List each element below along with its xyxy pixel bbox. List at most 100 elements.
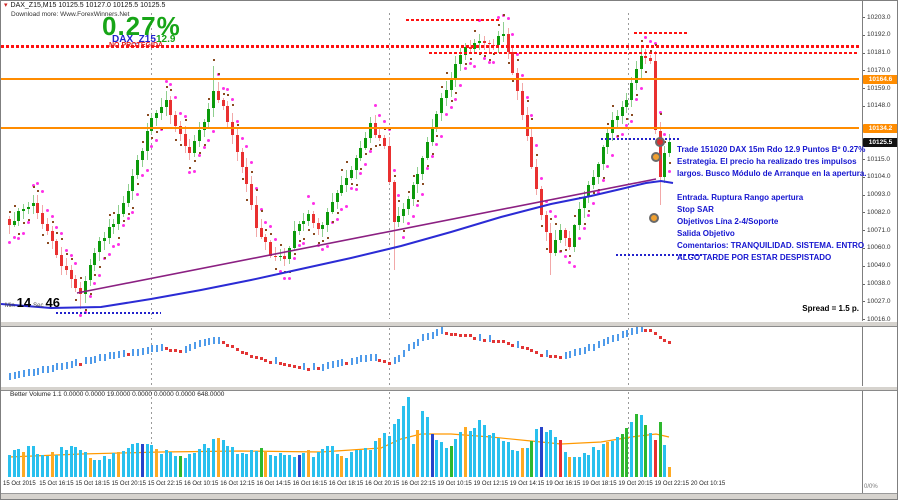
sar-dot	[497, 16, 500, 20]
oscillator-mark	[649, 328, 652, 332]
sar-dot	[445, 113, 448, 117]
candle-body	[640, 55, 643, 70]
sar-dot-secondary	[327, 236, 329, 239]
oscillator-mark	[622, 330, 624, 338]
oscillator-mark	[156, 344, 158, 352]
candle-body	[65, 266, 68, 270]
candle-body	[331, 201, 334, 213]
oscillator-mark	[123, 349, 125, 357]
price-axis-tick	[862, 105, 865, 107]
sar-dot-secondary	[194, 160, 196, 162]
sar-dot-secondary	[85, 308, 87, 311]
oscillator-mark	[636, 327, 638, 334]
sar-dot-secondary	[137, 182, 139, 185]
result-percent-label: 0.27%	[102, 11, 181, 41]
oscillator-mark	[75, 359, 77, 367]
price-axis-label: 10049.0	[867, 262, 891, 270]
sar-dot-secondary	[579, 196, 581, 199]
candle-body	[364, 137, 367, 148]
candle-body	[402, 209, 405, 216]
volume-bar	[198, 448, 201, 477]
price-badge[interactable]: 10164.6	[863, 74, 897, 84]
volume-bar	[630, 421, 633, 477]
sar-dot	[492, 61, 495, 64]
candle-body	[217, 91, 220, 101]
candle-body	[478, 40, 481, 43]
volume-bar	[117, 452, 120, 477]
oscillator-mark	[432, 331, 434, 339]
panel-separator[interactable]	[1, 321, 897, 327]
trade-marker-icon[interactable]	[651, 152, 661, 162]
sar-dot-secondary	[33, 186, 35, 189]
volume-bar	[597, 450, 600, 477]
volume-bar	[426, 417, 429, 477]
candle-body	[606, 133, 609, 148]
candle-body	[616, 116, 619, 120]
oscillator-mark	[147, 346, 149, 354]
sar-dot	[511, 32, 514, 36]
sar-dot	[459, 84, 462, 88]
sar-dot	[568, 261, 571, 265]
volume-bar	[131, 444, 134, 477]
oscillator-mark	[617, 334, 619, 341]
sar-dot-secondary	[170, 89, 172, 92]
volume-bar	[359, 450, 362, 477]
volume-bar	[141, 443, 144, 477]
price-axis-label: 10082.0	[867, 208, 891, 216]
oscillator-mark	[165, 347, 168, 351]
sar-dot-secondary	[555, 223, 557, 226]
volume-bar	[103, 456, 106, 477]
time-axis-label: 15 Oct 2015	[3, 481, 36, 487]
volume-bar	[616, 436, 619, 477]
panel-separator[interactable]	[1, 386, 897, 391]
volume-bar	[421, 410, 424, 477]
candle-body	[27, 206, 30, 210]
trade-note-line: largos. Busco Módulo de Arranque en la a…	[677, 169, 867, 178]
sar-dot-secondary	[204, 144, 206, 147]
price-badge[interactable]: 10125.5	[863, 137, 897, 147]
oscillator-mark	[66, 362, 68, 370]
candle-body	[668, 142, 671, 154]
candle-wick	[503, 21, 504, 42]
volume-bar	[454, 439, 457, 477]
candle-body	[146, 130, 149, 151]
candle-body	[507, 33, 510, 53]
trade-marker-icon[interactable]	[649, 213, 659, 223]
price-badge[interactable]: 10134.2	[863, 123, 897, 133]
sar-dot	[89, 294, 92, 298]
trade-marker-icon[interactable]	[655, 137, 665, 147]
trade-annotation-block1: Trade 151020 DAX 15m Rdo 12.9 Puntos Bº …	[677, 144, 867, 180]
oscillator-mark	[79, 362, 82, 366]
candle-body	[321, 224, 324, 230]
trade-note-line: Objetivos Lína 2-4/Soporte	[677, 217, 779, 226]
volume-bar	[179, 456, 182, 477]
sar-dot-secondary	[465, 63, 467, 66]
candle-body	[340, 184, 343, 193]
sar-dot-secondary	[232, 104, 234, 107]
sar-dot	[359, 172, 362, 176]
volume-bar	[364, 448, 367, 477]
volume-bar	[549, 430, 552, 477]
sar-dot	[340, 207, 343, 211]
candle-body	[502, 33, 505, 36]
price-axis-tick	[862, 194, 865, 196]
sar-dot	[127, 216, 130, 220]
candle-body	[141, 150, 144, 161]
resistance-line	[429, 51, 859, 54]
sar-dot-secondary	[142, 141, 144, 144]
candle-body	[269, 242, 272, 256]
candle-body	[222, 100, 225, 107]
oscillator-mark	[189, 343, 191, 351]
sar-dot-secondary	[446, 72, 448, 75]
volume-bar	[464, 426, 467, 477]
oscillator-mark	[365, 354, 367, 362]
oscillator-mark	[204, 339, 206, 347]
candle-body	[635, 69, 638, 83]
oscillator-mark	[549, 354, 552, 358]
sar-dot-secondary	[422, 183, 424, 186]
oscillator-mark	[132, 349, 134, 357]
oscillator-mark	[94, 356, 96, 364]
sar-dot-secondary	[337, 212, 339, 215]
oscillator-mark	[546, 349, 548, 357]
volume-bar	[355, 450, 358, 477]
